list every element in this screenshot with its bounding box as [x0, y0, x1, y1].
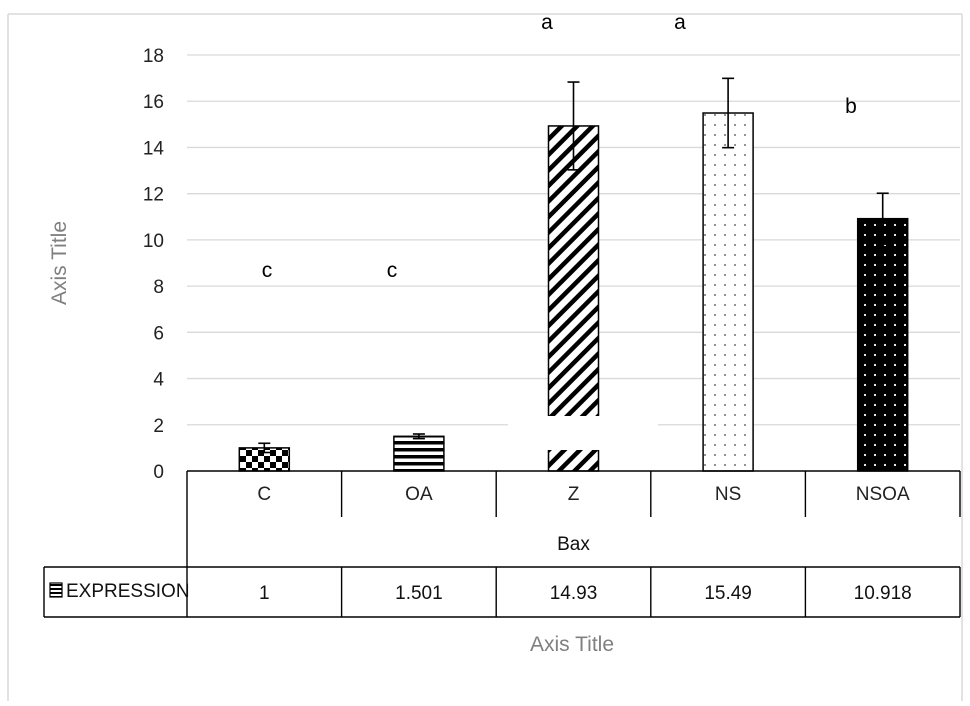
- error-bars: [258, 77, 889, 454]
- bar-z: [547, 125, 600, 472]
- bar-nsoa: [856, 217, 909, 472]
- y-tick-label: 14: [143, 138, 165, 159]
- y-tick-label: 18: [143, 46, 164, 67]
- y-tick-labels: 0 2 4 6 8 10 12 14 16 18: [143, 46, 165, 483]
- table-value: 1: [259, 583, 270, 604]
- y-tick-label: 8: [153, 277, 164, 298]
- y-tick-label: 0: [153, 462, 164, 483]
- y-tick-label: 2: [153, 416, 164, 437]
- bars: [238, 112, 909, 472]
- significance-letters: c c a a b: [262, 11, 857, 282]
- bar-oa: [393, 435, 445, 472]
- legend-series-name: EXPRESSION: [66, 581, 190, 602]
- y-axis-title: Axis Title: [48, 221, 71, 305]
- category-label: C: [257, 484, 271, 505]
- significance-letter: b: [845, 95, 857, 118]
- significance-letter: a: [674, 11, 686, 34]
- significance-letter: c: [387, 259, 398, 282]
- legend-swatch: [49, 582, 63, 598]
- category-label: OA: [405, 484, 433, 505]
- y-tick-label: 10: [143, 231, 164, 252]
- table-value: 10.918: [854, 583, 912, 604]
- table-value: 14.93: [550, 583, 598, 604]
- table-value: 1.501: [395, 583, 443, 604]
- category-label: Z: [568, 484, 580, 505]
- y-tick-label: 4: [153, 370, 164, 391]
- significance-letter: a: [541, 11, 553, 34]
- y-tick-label: 12: [143, 185, 164, 206]
- y-tick-label: 6: [153, 323, 164, 344]
- y-tick-label: 16: [143, 92, 164, 113]
- x-axis-title: Axis Title: [530, 633, 614, 656]
- group-label: Bax: [557, 534, 590, 555]
- label-backdrop: [508, 416, 658, 450]
- bar-ns: [702, 112, 754, 472]
- data-table: C OA Z NS NSOA Bax EXPRESSION 1 1.501 14.93 15.49 1…: [43, 470, 961, 618]
- category-label: NSOA: [856, 484, 910, 505]
- category-label: NS: [715, 484, 741, 505]
- table-value: 15.49: [704, 583, 752, 604]
- significance-letter: c: [262, 259, 273, 282]
